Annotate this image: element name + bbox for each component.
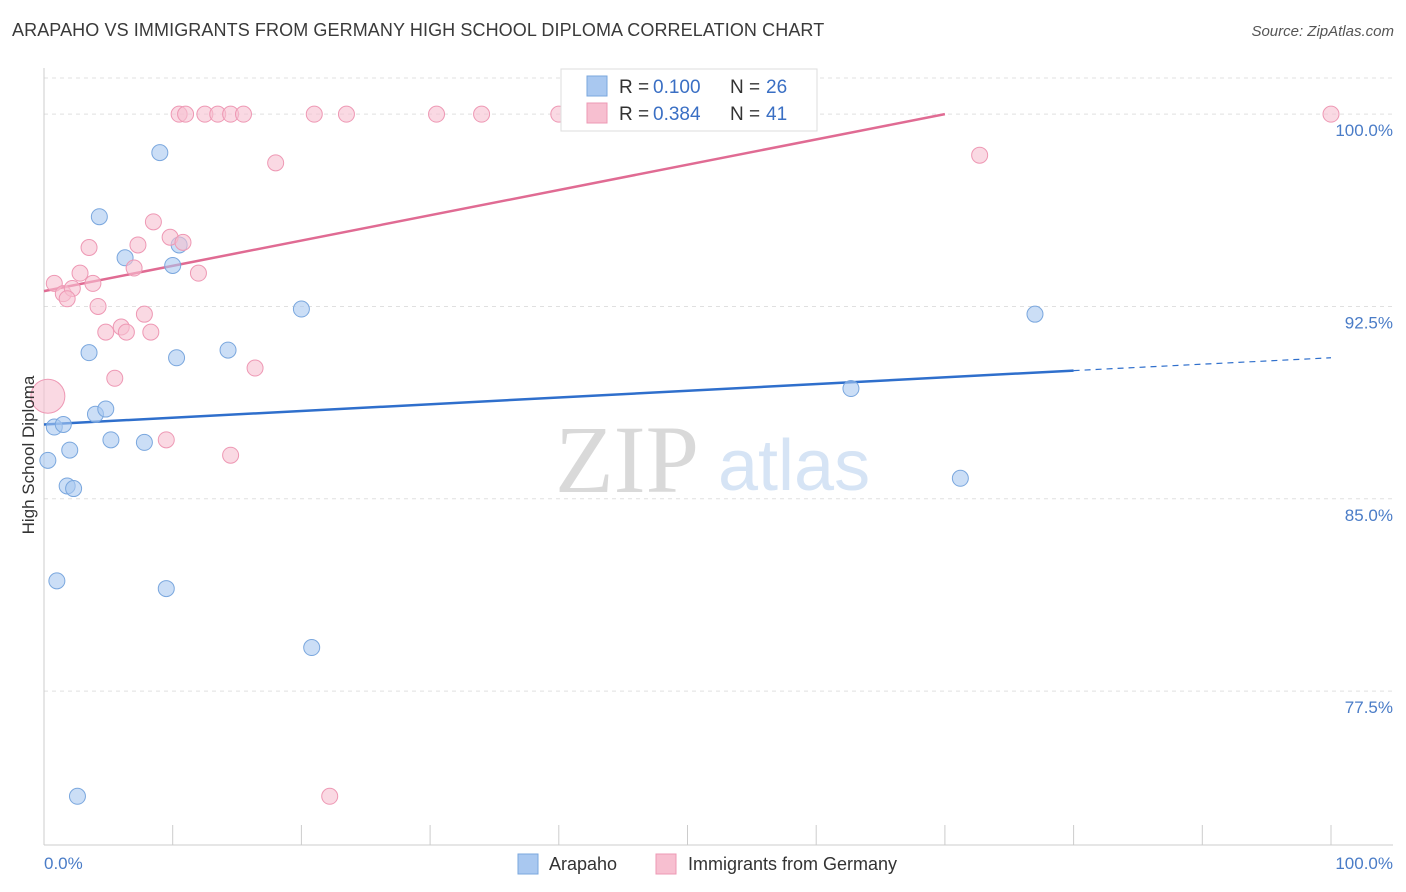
data-point — [303, 639, 321, 657]
data-point — [89, 297, 107, 315]
data-point — [292, 300, 310, 318]
data-point — [164, 256, 182, 274]
data-point — [106, 369, 124, 387]
data-point — [135, 433, 153, 451]
data-point — [39, 451, 57, 469]
data-point — [219, 341, 237, 359]
data-point — [337, 105, 355, 123]
svg-text:R =: R = — [619, 77, 649, 98]
data-point — [129, 236, 147, 254]
data-point — [174, 233, 192, 251]
y-tick-label: 100.0% — [1335, 121, 1393, 140]
data-point — [84, 274, 102, 292]
watermark-zip: ZIP — [555, 406, 699, 513]
y-tick-label: 85.0% — [1345, 506, 1393, 525]
data-point — [1026, 305, 1044, 323]
data-point — [65, 480, 83, 498]
trendline-1 — [43, 112, 946, 293]
svg-text:N =: N = — [730, 104, 760, 125]
data-point — [97, 323, 115, 341]
data-point — [97, 400, 115, 418]
data-point — [222, 446, 240, 464]
data-point — [80, 239, 98, 257]
data-point — [117, 323, 135, 341]
data-point — [246, 359, 264, 377]
svg-text:R =: R = — [619, 104, 649, 125]
y-axis-label: High School Diploma — [19, 375, 38, 534]
data-point — [144, 213, 162, 231]
data-point — [48, 572, 66, 590]
data-point — [135, 305, 153, 323]
svg-text:N =: N = — [730, 77, 760, 98]
trendline-extension-0 — [1073, 357, 1332, 372]
legend-swatch-arapaho — [586, 75, 608, 97]
data-point — [971, 146, 989, 164]
data-point — [142, 323, 160, 341]
data-point — [102, 431, 120, 449]
x-tick-label-max: 100.0% — [1335, 854, 1393, 873]
data-point — [54, 415, 72, 433]
data-point — [267, 154, 285, 172]
bottom-legend: Arapaho Immigrants from Germany — [517, 853, 897, 875]
bottom-legend-swatch-arapaho — [517, 853, 539, 875]
data-point — [68, 787, 86, 805]
data-point — [151, 144, 169, 162]
data-point — [1322, 105, 1340, 123]
data-point — [30, 378, 66, 414]
legend-r-arapaho: 0.100 — [653, 77, 701, 98]
legend-swatch-germany — [586, 102, 608, 124]
data-point — [168, 349, 186, 367]
data-point — [157, 580, 175, 598]
source-label: Source: ZipAtlas.com — [1251, 23, 1394, 40]
legend-n-germany: 41 — [766, 104, 787, 125]
data-point — [842, 380, 860, 398]
chart-title: ARAPAHO VS IMMIGRANTS FROM GERMANY HIGH … — [12, 20, 825, 40]
data-point — [90, 208, 108, 226]
data-point — [428, 105, 446, 123]
top-legend: R = 0.100 N = 26 R = 0.384 N = 41 — [560, 68, 818, 132]
data-point — [473, 105, 491, 123]
bottom-legend-label-arapaho: Arapaho — [549, 854, 617, 874]
data-point — [189, 264, 207, 282]
x-tick-label-min: 0.0% — [44, 854, 83, 873]
data-point — [58, 290, 76, 308]
watermark-atlas: atlas — [718, 426, 870, 506]
data-point — [234, 105, 252, 123]
data-point — [80, 344, 98, 362]
data-point — [321, 787, 339, 805]
data-point — [71, 264, 89, 282]
legend-n-arapaho: 26 — [766, 77, 787, 98]
y-tick-label: 77.5% — [1345, 698, 1393, 717]
data-point — [305, 105, 323, 123]
legend-r-germany: 0.384 — [653, 104, 701, 125]
data-point — [177, 105, 195, 123]
bottom-legend-swatch-germany — [655, 853, 677, 875]
y-tick-label: 92.5% — [1345, 313, 1393, 332]
data-point — [157, 431, 175, 449]
data-point — [61, 441, 79, 459]
bottom-legend-label-germany: Immigrants from Germany — [688, 854, 897, 874]
trendline-0 — [43, 369, 1074, 426]
data-point — [125, 259, 143, 277]
data-point — [951, 469, 969, 487]
